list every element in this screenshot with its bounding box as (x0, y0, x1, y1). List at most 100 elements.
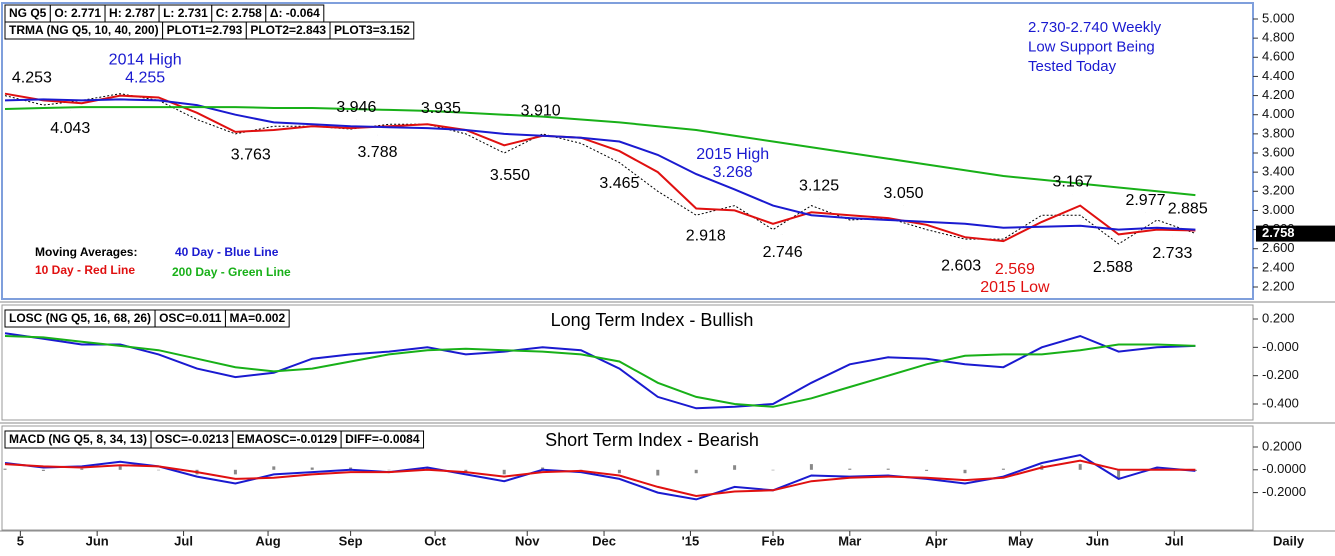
annotation: 2015 Low (980, 279, 1050, 296)
y-tick-label: -0.400 (1262, 395, 1299, 410)
histogram-bar (963, 469, 967, 474)
histogram-bar (925, 469, 929, 471)
histogram-bar (1078, 464, 1082, 470)
histogram-bar (349, 467, 353, 470)
x-tick-label: Jul (174, 533, 193, 548)
annotation: 3.050 (884, 185, 924, 202)
annotation: 2.746 (763, 244, 803, 261)
note: 2.730-2.740 Weekly (1028, 19, 1162, 36)
annotation: 2.918 (686, 227, 726, 244)
histogram-bar (733, 465, 737, 470)
header-text: OSC=-0.0213 (155, 432, 229, 446)
last-price-label: 2.758 (1262, 225, 1295, 240)
header-text: Δ: -0.064 (270, 6, 320, 20)
header-text: C: 2.758 (216, 6, 262, 20)
histogram-bar (694, 469, 698, 474)
histogram-bar (771, 469, 775, 471)
header-cell (329, 21, 415, 40)
header-cell (340, 430, 425, 449)
y-tick-label: 0.200 (1262, 310, 1295, 325)
header-text: TRMA (NG Q5, 10, 40, 200) (9, 23, 159, 37)
y-tick-label: -0.200 (1262, 367, 1299, 382)
annotation: 3.465 (599, 175, 639, 192)
legend-title: Moving Averages: (35, 245, 137, 259)
note: Low Support Being (1028, 38, 1155, 55)
annotation: 2.569 (995, 261, 1035, 278)
series-line (4, 92, 1196, 243)
header-text: MA=0.002 (229, 311, 285, 325)
x-tick-label: Jun (1086, 533, 1109, 548)
series-line (4, 335, 1196, 408)
histogram-bar (118, 466, 122, 470)
histogram-bar (1001, 468, 1005, 470)
x-tick-label: Jun (86, 533, 109, 548)
annotation: 2.733 (1152, 245, 1192, 262)
y-tick-label: 3.800 (1262, 125, 1295, 140)
note: Tested Today (1028, 58, 1117, 75)
x-tick-label: Dec (592, 533, 616, 548)
histogram-bar (656, 469, 660, 476)
legend-entry: 200 Day - Green Line (172, 265, 291, 279)
losc-panel-border (1, 304, 1254, 421)
y-tick-label: -0.2000 (1262, 484, 1306, 499)
histogram-bar (1155, 467, 1159, 470)
annotation: 3.268 (713, 164, 753, 181)
header-text: PLOT1=2.793 (167, 23, 243, 37)
x-tick-label: '15 (682, 533, 700, 548)
x-tick-label: May (1008, 533, 1034, 548)
header-text: L: 2.731 (163, 6, 208, 20)
y-tick-label: -0.0000 (1262, 461, 1306, 476)
x-tick-label: Mar (838, 533, 861, 548)
legend-entry: 40 Day - Blue Line (175, 245, 279, 259)
histogram-bar (886, 468, 890, 470)
histogram-bar (809, 464, 813, 470)
x-tick-label: 5 (17, 533, 24, 548)
header-text: PLOT3=3.152 (334, 23, 410, 37)
histogram-bar (502, 469, 506, 475)
annotation: 3.910 (521, 103, 561, 120)
annotation: 2.885 (1168, 201, 1208, 218)
period-label: Daily (1273, 533, 1305, 548)
histogram-bar (272, 466, 276, 470)
y-tick-label: 2.600 (1262, 240, 1295, 255)
macd-panel-border (1, 425, 1254, 531)
annotation: 3.550 (490, 167, 530, 184)
histogram-bar (157, 469, 161, 471)
histogram-bar (541, 467, 545, 470)
header-text: PLOT2=2.843 (250, 23, 326, 37)
y-tick-label: 4.400 (1262, 68, 1295, 83)
header-text: O: 2.771 (54, 6, 101, 20)
x-tick-label: Apr (925, 533, 947, 548)
histogram-bar (80, 468, 84, 470)
series-line (4, 332, 1196, 410)
histogram-bar (464, 469, 468, 473)
annotation: 2.977 (1125, 192, 1165, 209)
header-text: LOSC (NG Q5, 16, 68, 26) (9, 311, 151, 325)
panel-title: Short Term Index - Bearish (545, 430, 759, 450)
y-tick-label: 3.600 (1262, 144, 1295, 159)
y-tick-label: 3.200 (1262, 183, 1295, 198)
histogram-bar (387, 469, 391, 471)
annotation: 3.125 (799, 178, 839, 195)
legend-entry: 10 Day - Red Line (35, 263, 135, 277)
y-tick-label: 2.200 (1262, 278, 1295, 293)
x-tick-label: Oct (424, 533, 446, 548)
header-text: H: 2.787 (109, 6, 155, 20)
header-text: NG Q5 (9, 6, 47, 20)
x-tick-label: Jul (1165, 533, 1184, 548)
header-text: MACD (NG Q5, 8, 34, 13) (9, 432, 147, 446)
histogram-bar (848, 468, 852, 470)
y-tick-label: 4.800 (1262, 30, 1295, 45)
series-line (4, 93, 1196, 245)
histogram-bar (425, 467, 429, 470)
y-tick-label: 3.000 (1262, 202, 1295, 217)
x-tick-label: Aug (255, 533, 280, 548)
last-price-box (1256, 225, 1335, 242)
y-tick-label: 2.400 (1262, 259, 1295, 274)
annotation: 2.588 (1093, 259, 1133, 276)
histogram-bar (41, 469, 45, 471)
x-tick-label: Feb (761, 533, 784, 548)
annotation: 3.935 (421, 100, 461, 117)
y-tick-label: 4.000 (1262, 106, 1295, 121)
